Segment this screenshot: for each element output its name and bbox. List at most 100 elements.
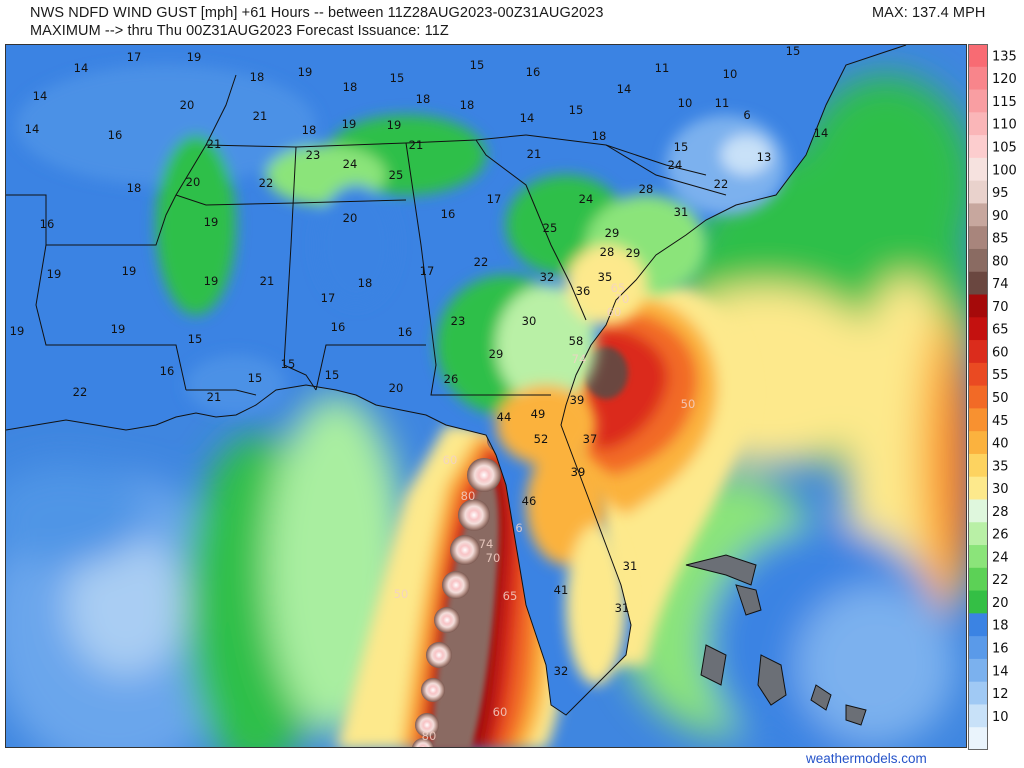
legend-swatch [968,658,988,683]
legend-swatch [968,180,988,204]
legend-swatch [968,317,988,341]
map-value-label: 15 [248,371,263,385]
map-value-label: 25 [389,168,404,182]
contour-value-label: 65 [503,589,518,603]
legend-swatch [968,294,988,318]
map-value-label: 18 [460,98,475,112]
legend-swatch [968,271,988,296]
legend-swatch [968,66,988,91]
contour-value-label: 50 [681,397,696,411]
map-value-label: 23 [451,314,466,328]
contour-value-label: 80 [422,729,437,743]
legend-swatch [968,362,988,387]
map-value-label: 21 [527,147,542,161]
map-value-label: 21 [253,109,268,123]
contour-value-label: 60 [443,453,458,467]
legend-swatch [968,203,988,227]
map-value-label: 20 [343,211,358,225]
map-value-label: 31 [674,205,689,219]
map-value-label: 13 [757,150,772,164]
map-value-label: 24 [668,158,683,172]
map-value-label: 19 [111,322,126,336]
map-value-label: 16 [160,364,175,378]
legend-swatch [968,727,988,751]
legend-label: 74 [992,277,1009,292]
coastline [6,45,907,716]
map-value-label: 23 [306,148,321,162]
map-value-label: 15 [470,58,485,72]
legend-label: 14 [992,664,1009,679]
contour-value-label: 60 [607,305,622,319]
map-value-label: 19 [187,50,202,64]
map-value-label: 37 [583,432,598,446]
map-value-label: 31 [623,559,638,573]
map-value-label: 16 [40,217,55,231]
map-value-label: 41 [554,583,569,597]
map-value-label: 14 [25,122,40,136]
bahamas-islands [685,554,867,726]
legend-label: 105 [992,140,1017,155]
map-value-label: 46 [522,494,537,508]
legend-label: 85 [992,232,1009,247]
map-value-label: 15 [188,332,203,346]
legend-label: 135 [992,49,1017,64]
legend-swatch [968,522,988,546]
map-value-label: 15 [786,45,801,58]
map-value-label: 14 [33,89,48,103]
map-value-label: 30 [522,314,537,328]
map-canvas: 17 19 14 18 19 15 15 16 11 10 15 14 18 18 18 14 10 11 20 21… [6,45,966,747]
legend-swatch [968,248,988,273]
map-value-label: 32 [554,664,569,678]
map-value-label: 15 [569,103,584,117]
map-value-label: 31 [615,601,630,615]
map-value-label: 24 [579,192,594,206]
map-value-label: 25 [543,221,558,235]
map-value-label: 17 [321,291,336,305]
map-value-label: 16 [331,320,346,334]
map-value-label: 17 [487,192,502,206]
map-value-label: 32 [540,270,555,284]
legend-canvas: 135 120 115 110 105 100 95 90 85 80 74 70 65 60 55 50 45… [968,44,1017,751]
map-value-label: 39 [570,393,585,407]
map-value-label: 58 [569,334,584,348]
map-value-label: 39 [571,465,586,479]
legend-label: 115 [992,95,1017,110]
map-value-label: 21 [260,274,275,288]
legend-swatch [968,431,988,455]
map-value-label: 18 [358,276,373,290]
legend-swatch [968,340,988,364]
map-value-label: 22 [474,255,489,269]
legend-label: 28 [992,505,1009,520]
contour-value-label: 74 [572,352,587,366]
legend-swatch [968,613,988,637]
map-value-label: 21 [409,138,424,152]
site-credit[interactable]: weathermodels.com [806,751,927,766]
legend-label: 10 [992,710,1009,725]
map-value-label: 16 [441,207,456,221]
map-value-label: 29 [605,226,620,240]
map-value-label: 19 [204,274,219,288]
legend-label: 65 [992,323,1009,338]
legend-swatch [968,545,988,569]
map-value-label: 16 [526,65,541,79]
legend-swatch [968,636,988,660]
legend-swatch [968,681,988,705]
map-value-label: 52 [534,432,549,446]
legend-label: 70 [992,300,1009,315]
map-value-label: 18 [343,80,358,94]
legend-label: 30 [992,482,1009,497]
contour-value-label: 70 [486,551,501,565]
land-shading [16,65,786,685]
legend-label: 80 [992,254,1009,269]
map-value-label: 19 [47,267,62,281]
map-value-label: 19 [298,65,313,79]
legend-label: 26 [992,528,1009,543]
map-subtitle: MAXIMUM --> thru Thu 00Z31AUG2023 Foreca… [30,23,449,39]
contour-value-label: 80 [461,489,476,503]
legend-label: 60 [992,345,1009,360]
map-value-label: 24 [343,157,358,171]
legend-swatch [968,590,988,614]
map-value-label: 14 [520,111,535,125]
legend-label: 12 [992,687,1009,702]
